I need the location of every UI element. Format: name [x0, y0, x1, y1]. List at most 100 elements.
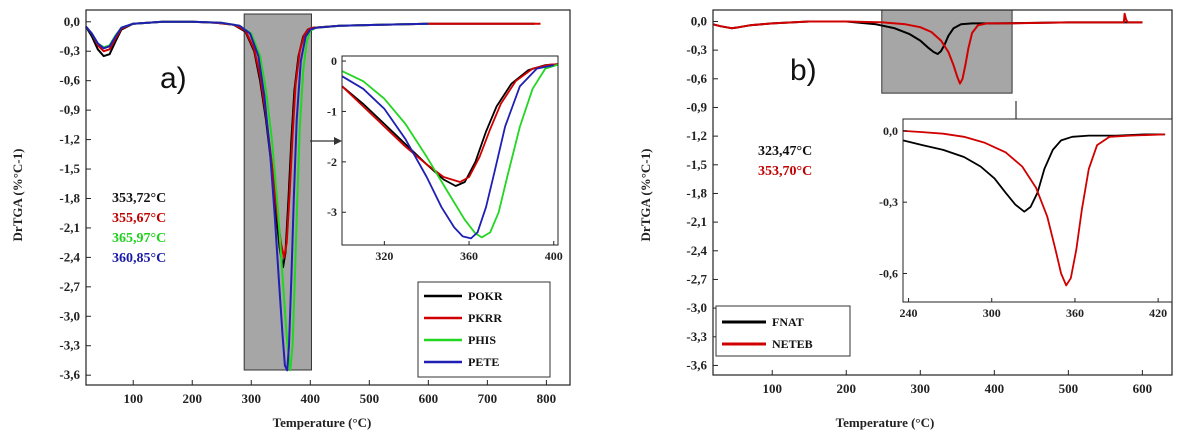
y-tick-label: -2,4 [686, 243, 707, 258]
x-tick-label: 500 [1059, 381, 1079, 396]
inset-series-b [902, 130, 1166, 287]
series-line-neteb [712, 12, 1143, 85]
x-tick-label: 700 [478, 391, 498, 406]
x-axis-title-b: Temperature (°C) [836, 415, 935, 430]
plot-frame-a [85, 9, 571, 386]
y-tick-label: -2,7 [686, 271, 707, 286]
inset-background-b [903, 119, 1172, 302]
x-tick-label: 800 [537, 391, 557, 406]
y-tick-label: -1,2 [59, 132, 80, 147]
y-tick-label: -3,3 [686, 329, 707, 344]
inset-y-tick-label: -3 [327, 205, 337, 219]
legend-label-neteb: NETEB [772, 337, 813, 351]
peak-temperature-label: 323,47°C [758, 144, 812, 159]
y-tick-label: -1,2 [686, 128, 707, 143]
highlight-region-a [243, 13, 312, 371]
inset-frame-a [341, 55, 559, 246]
y-tick-label: -3,6 [686, 357, 707, 372]
y-tick-label: -2,4 [59, 249, 80, 264]
peak-temperature-label: 353,72°C [112, 191, 166, 206]
x-tick-label: 600 [419, 391, 439, 406]
y-tick-label: -0,9 [686, 99, 707, 114]
inset-series-line [902, 133, 1166, 213]
series-group-b [712, 12, 1143, 85]
legend-label-phis: PHIS [468, 333, 496, 347]
y-tick-label: -1,5 [686, 157, 707, 172]
peak-temperature-label: 355,67°C [112, 211, 166, 226]
y-tick-label: -3,3 [59, 338, 80, 353]
y-tick-label: -0,9 [59, 102, 80, 117]
y-ticks-b: 0,0 -0,3 -0,6 -0,9 -1,2 -1,5 -1,8 -2,1 -2,4 -2,7 -… [686, 13, 718, 372]
y-tick-label: -2,1 [59, 220, 80, 235]
inset-y-tick-label: -2 [327, 155, 337, 169]
y-tick-label: -0,3 [686, 42, 707, 57]
inset-x-tick-label: 420 [1149, 306, 1167, 320]
legend-label-pokr: POKR [468, 289, 503, 303]
x-tick-label: 500 [360, 391, 380, 406]
x-axis-title-a: Temperature (°C) [273, 415, 372, 430]
inset-x-tick-label: 300 [983, 306, 1001, 320]
series-group-a [85, 20, 541, 372]
legend-b: FNAT NETEB [715, 305, 851, 357]
y-tick-label: -3,6 [59, 367, 80, 382]
inset-frame-b [902, 118, 1173, 303]
inset-series-line [902, 130, 1166, 287]
inset-series-line [341, 63, 559, 183]
inset-ticks-a: 0 -1 -2 -3 320 360 400 [327, 54, 563, 263]
x-tick-label: 200 [182, 391, 202, 406]
inset-background-a [342, 56, 558, 245]
legend-box-b [715, 305, 851, 357]
inset-ticks-b: 0,0 -0,3 -0,6 240 300 360 420 [879, 124, 1167, 320]
inset-x-tick-label: 360 [460, 249, 478, 263]
panel-a: 0,0 -0,3 -0,6 -0,9 -1,2 -1,5 -1,8 -2,1 -2,4 -2,7 -… [10, 9, 571, 430]
y-tick-label: -1,5 [59, 161, 80, 176]
peak-temperature-label: 353,70°C [758, 164, 812, 179]
inset-series-a [341, 63, 559, 240]
x-tick-label: 200 [837, 381, 857, 396]
y-tick-label: -3,0 [686, 300, 707, 315]
series-line-pete [85, 20, 429, 372]
x-tick-label: 300 [242, 391, 262, 406]
y-tick-label: -0,6 [686, 71, 707, 86]
x-tick-label: 400 [301, 391, 321, 406]
inset-x-tick-label: 320 [375, 249, 393, 263]
y-axis-title-b: DrTGA (%°C-1) [638, 149, 653, 242]
x-tick-label: 300 [911, 381, 931, 396]
inset-series-line [341, 64, 554, 240]
inset-series-line [341, 63, 559, 187]
x-tick-label: 100 [123, 391, 143, 406]
inset-x-tick-label: 400 [545, 249, 563, 263]
x-ticks-a: 100 200 300 400 500 600 700 800 [123, 380, 556, 406]
peak-labels-a: 353,72°C 355,67°C 365,97°C 360,85°C [112, 191, 166, 266]
y-tick-label: 0,0 [691, 13, 707, 28]
y-tick-label: -3,0 [59, 308, 80, 323]
y-ticks-a: 0,0 -0,3 -0,6 -0,9 -1,2 -1,5 -1,8 -2,1 -2,4 -2,7 -… [59, 14, 91, 382]
x-tick-label: 400 [985, 381, 1005, 396]
panel-label-a: a) [160, 62, 187, 95]
y-tick-label: -2,7 [59, 279, 80, 294]
inset-y-tick-label: -1 [327, 104, 337, 118]
inset-y-tick-label: 0 [331, 54, 337, 68]
y-tick-label: 0,0 [64, 14, 80, 29]
y-tick-label: -2,1 [686, 214, 707, 229]
y-tick-label: -1,8 [59, 190, 80, 205]
x-tick-label: 600 [1133, 381, 1153, 396]
panel-label-b: b) [790, 54, 817, 87]
inset-y-tick-label: -0,3 [879, 195, 898, 209]
inset-b: 0,0 -0,3 -0,6 240 300 360 420 [879, 118, 1173, 320]
inset-a: 0 -1 -2 -3 320 360 400 [327, 54, 563, 263]
legend-label-fnat: FNAT [772, 315, 804, 329]
legend-a: POKR PKRR PHIS PETE [417, 281, 551, 378]
x-tick-label: 100 [762, 381, 782, 396]
inset-x-tick-label: 240 [900, 306, 918, 320]
inset-y-tick-label: -0,6 [879, 266, 898, 280]
peak-labels-b: 323,47°C 353,70°C [758, 144, 812, 179]
legend-label-pkrr: PKRR [468, 311, 502, 325]
y-tick-label: -0,6 [59, 73, 80, 88]
inset-x-tick-label: 360 [1066, 306, 1084, 320]
inset-arrowhead-a [334, 137, 342, 145]
inset-y-tick-label: 0,0 [883, 124, 898, 138]
peak-temperature-label: 360,85°C [112, 251, 166, 266]
y-tick-label: -1,8 [686, 185, 707, 200]
